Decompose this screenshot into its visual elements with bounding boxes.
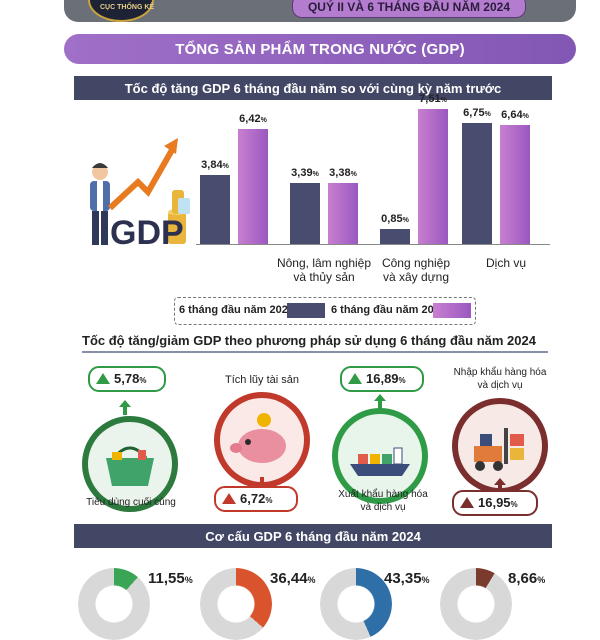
exports-label-line: và dịch vụ xyxy=(360,502,406,513)
exports-label: Xuất khẩu hàng hóa và dịch vụ xyxy=(328,488,438,514)
consumption-circle xyxy=(82,416,178,512)
increase-arrow-icon xyxy=(348,373,362,384)
growth-section-banner: Tốc độ tăng GDP 6 tháng đầu năm so với c… xyxy=(74,76,552,100)
increase-arrow-icon xyxy=(222,493,236,504)
structure-value-agriculture: 11,55% xyxy=(148,570,193,587)
structure-donut-agriculture xyxy=(78,568,150,640)
consumption-value: 5,78% xyxy=(114,371,147,386)
exports-value-pill: 16,89% xyxy=(340,366,424,392)
usage-section-underline xyxy=(82,351,548,353)
bar-2024-2 xyxy=(418,109,448,244)
category-label-agriculture: Nông, lâm nghiệp và thủy sản xyxy=(276,256,372,284)
imports-circle xyxy=(452,398,548,494)
imports-value-pill: 16,95% xyxy=(452,490,538,516)
forklift-icon xyxy=(458,404,542,488)
bar-value-label: 7,51% xyxy=(419,93,447,105)
top-title-box: QUÝ II VÀ 6 THÁNG ĐẦU NĂM 2024 xyxy=(292,0,526,18)
structure-donut-industry xyxy=(200,568,272,640)
legend-label-2024: 6 tháng đầu năm 2024 xyxy=(331,304,446,316)
gdp-icon-label: GDP xyxy=(110,214,184,250)
structure-donut-taxes xyxy=(440,568,512,640)
main-title-banner: TỔNG SẢN PHẨM TRONG NƯỚC (GDP) xyxy=(64,34,576,64)
category-line: và thủy sản xyxy=(293,270,355,284)
legend-label-2023: 6 tháng đầu năm 2023 xyxy=(179,304,294,316)
up-arrow-icon xyxy=(374,394,386,409)
bar-value-label: 0,85% xyxy=(381,213,409,225)
structure-section-banner: Cơ cấu GDP 6 tháng đầu năm 2024 xyxy=(74,524,552,548)
imports-label-line: Nhập khẩu hàng hóa xyxy=(453,367,547,378)
structure-value-taxes: 8,66% xyxy=(508,570,546,587)
piggy-bank-icon xyxy=(220,398,304,482)
bar-2024-1 xyxy=(328,183,358,244)
exports-label-line: Xuất khẩu hàng hóa xyxy=(338,489,428,500)
bar-value-label: 6,75% xyxy=(463,107,491,119)
imports-value: 16,95% xyxy=(478,495,518,510)
category-line: Dịch vụ xyxy=(485,256,526,270)
imports-label: Nhập khẩu hàng hóa và dịch vụ xyxy=(440,366,560,392)
bar-2023-1 xyxy=(290,183,320,244)
imports-label-line: và dịch vụ xyxy=(477,380,523,391)
category-label-services: Dịch vụ xyxy=(464,256,548,270)
bar-2023-2 xyxy=(380,229,410,244)
legend-swatch-2024 xyxy=(433,303,471,318)
category-line: Nông, lâm nghiệp xyxy=(276,256,372,270)
increase-arrow-icon xyxy=(460,497,474,508)
growth-section-title: Tốc độ tăng GDP 6 tháng đầu năm so với c… xyxy=(124,81,502,96)
bar-2024-0 xyxy=(238,129,268,244)
cargo-ship-icon xyxy=(338,414,422,498)
category-label-industry: Công nghiệp và xây dựng xyxy=(372,256,460,284)
top-title: QUÝ II VÀ 6 THÁNG ĐẦU NĂM 2024 xyxy=(307,0,511,14)
structure-section-title: Cơ cấu GDP 6 tháng đầu năm 2024 xyxy=(205,529,421,544)
chart-baseline xyxy=(196,244,550,245)
bar-value-label: 3,38% xyxy=(329,167,357,179)
capital-value: 6,72% xyxy=(240,491,273,506)
bar-2023-0 xyxy=(200,175,230,244)
legend-swatch-2023 xyxy=(287,303,325,318)
chart-legend: 6 tháng đầu năm 2023 6 tháng đầu năm 202… xyxy=(174,297,476,325)
exports-circle xyxy=(332,408,428,504)
structure-value-services: 43,35% xyxy=(384,570,430,587)
increase-arrow-icon xyxy=(96,373,110,384)
bar-value-label: 6,64% xyxy=(501,109,529,121)
capital-label: Tích lũy tài sản xyxy=(225,374,299,386)
gdp-growth-illustration: GDP xyxy=(90,138,190,250)
logo-text: CỤC THỐNG KÊ xyxy=(100,4,155,11)
category-line: Công nghiệp xyxy=(381,256,451,270)
growth-arrow-icon xyxy=(107,148,175,211)
bar-value-label: 3,39% xyxy=(291,167,319,179)
main-title: TỔNG SẢN PHẨM TRONG NƯỚC (GDP) xyxy=(175,41,465,58)
exports-value: 16,89% xyxy=(366,371,406,386)
capital-value-pill: 6,72% xyxy=(214,486,298,512)
consumption-value-pill: 5,78% xyxy=(88,366,166,392)
structure-value-industry: 36,44% xyxy=(270,570,316,587)
bar-value-label: 3,84% xyxy=(201,159,229,171)
bar-2024-3 xyxy=(500,125,530,244)
usage-section-title: Tốc độ tăng/giảm GDP theo phương pháp sử… xyxy=(82,333,536,348)
bar-value-label: 6,42% xyxy=(239,113,267,125)
consumption-label: Tiêu dùng cuối cùng xyxy=(86,497,176,508)
capital-circle xyxy=(214,392,310,488)
shopping-basket-icon xyxy=(88,422,172,506)
bar-2023-3 xyxy=(462,123,492,244)
category-line: và xây dựng xyxy=(382,270,450,284)
up-arrow-icon xyxy=(494,478,506,493)
structure-donut-services xyxy=(320,568,392,640)
up-arrow-icon xyxy=(119,400,131,415)
